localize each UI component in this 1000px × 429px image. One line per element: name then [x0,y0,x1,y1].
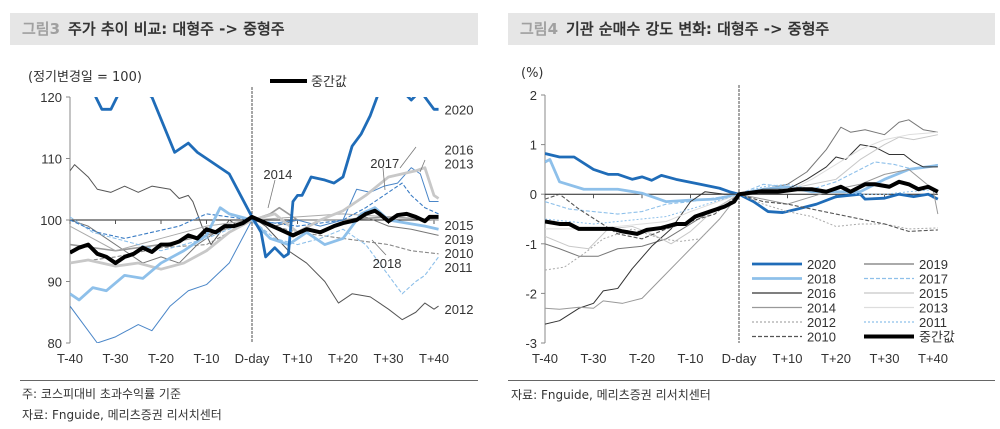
right-chart-title: 기관 순매수 강도 변화: 대형주 -> 중형주 [566,20,830,38]
annotation-label: 2020 [445,102,474,117]
left-chart-title: 주가 추이 비교: 대형주 -> 중형주 [68,20,285,38]
series-line-2012 [70,164,439,321]
x-tick-label: T-20 [629,351,655,366]
left-figure-label: 그림3 [22,20,61,38]
x-tick-label: T-10 [677,351,703,366]
legend-label: 2010 [807,330,836,345]
series-line-2012 [545,193,938,271]
series-line-2013 [545,131,938,230]
series-line-2018 [545,158,939,204]
annotation-label: 2019 [445,232,474,247]
annotation-arrow [399,146,417,169]
series-line-2011 [545,183,938,225]
series-group [70,97,440,343]
annotation-arrow [371,239,387,256]
x-tick-label: D-day [722,351,757,366]
right-line-chart: -3 -2 -1 0 1 2 T-40 T-30 T-20 T-10 D-day T+10 T+20 T+… [525,85,955,366]
legend-label: 2017 [919,272,948,287]
series-line-중간값 [70,208,439,266]
y-tick-label: 90 [48,275,62,290]
left-divider [20,380,478,381]
y-tick-label: 120 [40,90,62,105]
left-title-bar: 그림3 주가 추이 비교: 대형주 -> 중형주 [10,13,478,45]
series-line-2020 [94,97,439,259]
left-note: 주: 코스피대비 초과수익률 기준 [22,387,182,401]
x-tick-label: T-20 [148,351,174,366]
x-tick-label: T-30 [102,351,128,366]
annotation-label: 2010 [445,246,474,261]
x-tick-label: T-10 [193,351,219,366]
x-tick-label: T-40 [57,351,83,366]
legend-label-median: 중간값 [311,74,347,89]
x-tick-label: T+30 [374,351,404,366]
x-tick-label: T-30 [580,351,606,366]
y-tick-label: 100 [40,213,62,228]
y-tick-label: 1 [530,138,537,153]
x-tick-label: T+10 [283,351,313,366]
legend-label: 중간값 [919,330,955,345]
right-unit-label: (%) [521,66,544,81]
y-tick-label: -2 [525,286,537,301]
legend-label: 2013 [919,301,948,316]
series-line-2017 [545,161,938,215]
legend-label: 2016 [807,286,836,301]
y-tick-label: -1 [525,237,537,252]
x-tick-label: T+40 [419,351,449,366]
x-tick-label: T+20 [328,351,358,366]
series-line-2013 [70,166,440,271]
x-tick-label: T+40 [918,351,948,366]
series-group [545,119,939,325]
legend-label: 2011 [919,315,947,330]
x-tick-label: T+10 [773,351,803,366]
x-tick-label: T+20 [821,351,851,366]
right-title-bar: 그림4 기관 순매수 강도 변화: 대형주 -> 중형주 [508,13,995,45]
series-line-2016 [70,167,439,343]
legend-label: 2020 [807,257,836,272]
legend-label: 2012 [807,315,836,330]
annotation-label: 2014 [263,167,292,182]
y-tick-label: 110 [41,152,62,167]
annotation-label: 2011 [445,260,473,275]
y-tick-label: 2 [530,88,537,103]
right-figure-label: 그림4 [520,20,559,38]
legend-label: 2019 [919,257,948,272]
series-line-2011 [70,216,439,295]
left-line-chart: 80 90 100 110 120 T-40 T-30 T-20 T-10 D-day T+10 T+… [40,74,474,366]
left-source: 자료: Fnguide, 메리츠증권 리서치센터 [22,408,222,422]
left-unit-label: (정기변경일 = 100) [28,70,142,85]
y-tick-label: 80 [48,336,62,351]
annotation-label: 2016 [445,142,474,157]
legend-label: 2015 [919,286,948,301]
y-tick-label: -3 [525,336,537,351]
series-line-2020 [545,152,939,214]
annotation-label: 2015 [445,218,474,233]
right-divider [508,380,995,381]
x-tick-label: T-40 [532,351,558,366]
annotation-label: 2018 [373,256,402,271]
annotation-label: 2017 [370,156,399,171]
right-source: 자료: Fnguide, 메리츠증권 리서치센터 [511,388,711,402]
series-line-2017 [70,182,439,239]
annotation-label: 2012 [445,302,474,317]
series-line-2015 [70,213,439,252]
series-line-2010 [545,193,938,240]
annotation-arrow [382,167,386,191]
x-tick-label: T+30 [870,351,900,366]
legend-label: 2018 [807,272,836,287]
annotation-label: 2013 [445,156,474,171]
series-line-2015 [545,134,938,250]
series-line-중간값 [545,179,939,236]
annotation-arrow [419,159,426,173]
legend-label: 2014 [807,301,836,316]
y-tick-label: 0 [530,187,537,202]
annotation-arrow [267,179,276,209]
x-tick-label: D-day [235,351,270,366]
